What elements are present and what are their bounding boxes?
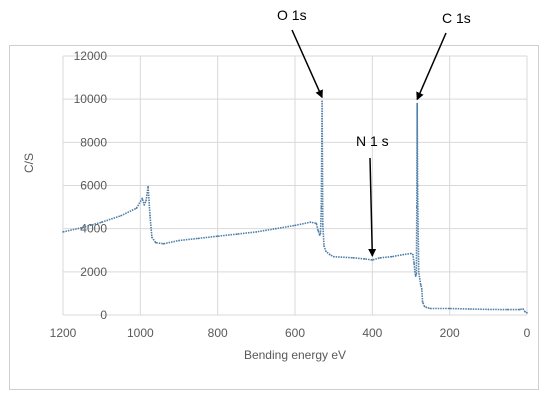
data-point bbox=[320, 206, 323, 208]
data-point bbox=[81, 226, 84, 229]
data-point bbox=[506, 308, 509, 311]
x-tick-label-5: 200 bbox=[440, 326, 460, 340]
y-axis-title: C/S bbox=[22, 153, 36, 173]
data-point bbox=[162, 243, 165, 245]
x-axis-title: Bending energy eV bbox=[244, 348, 346, 362]
x-tick-label-6: 0 bbox=[524, 326, 531, 340]
data-point bbox=[141, 197, 144, 200]
data-point bbox=[329, 253, 331, 256]
peak-annotations: O 1s N 1 s C 1s bbox=[277, 7, 471, 257]
x-tick-label-0: 1200 bbox=[50, 326, 77, 340]
x-tick-label-3: 600 bbox=[285, 326, 305, 340]
annotation-arrow-1 bbox=[368, 157, 377, 257]
annotation-label-2: C 1s bbox=[442, 10, 471, 26]
data-point bbox=[309, 221, 312, 223]
y-tick-label-6: 12000 bbox=[74, 49, 108, 63]
data-point bbox=[429, 307, 432, 310]
data-point bbox=[321, 100, 323, 103]
data-point bbox=[518, 308, 521, 311]
data-point bbox=[425, 306, 428, 309]
annotation-label-0: O 1s bbox=[277, 7, 307, 23]
data-point bbox=[416, 206, 418, 208]
data-point bbox=[143, 204, 145, 206]
data-point bbox=[468, 308, 470, 310]
data-point bbox=[62, 231, 64, 233]
data-point bbox=[421, 288, 423, 290]
data-point bbox=[414, 275, 417, 277]
data-point bbox=[522, 308, 524, 310]
data-point bbox=[332, 255, 335, 258]
data-point bbox=[318, 234, 321, 236]
data-point bbox=[415, 273, 418, 275]
data-point bbox=[410, 252, 412, 255]
data-point bbox=[323, 245, 325, 247]
data-point bbox=[352, 257, 354, 259]
y-tick-label-0: 0 bbox=[100, 308, 107, 322]
data-point bbox=[151, 236, 153, 239]
data-point bbox=[414, 271, 416, 273]
data-point bbox=[322, 223, 324, 226]
data-point bbox=[155, 241, 157, 244]
data-point bbox=[363, 258, 366, 260]
data-point bbox=[379, 257, 381, 259]
data-point bbox=[417, 271, 420, 273]
data-point bbox=[319, 232, 322, 234]
data-point bbox=[145, 199, 147, 202]
y-tick-label-4: 8000 bbox=[80, 135, 107, 149]
data-point bbox=[149, 214, 151, 217]
data-point bbox=[315, 222, 318, 225]
data-point bbox=[216, 235, 219, 237]
data-point bbox=[197, 237, 200, 240]
data-point bbox=[419, 284, 422, 286]
data-point bbox=[390, 255, 393, 258]
data-point bbox=[325, 250, 327, 253]
y-tick-label-1: 2000 bbox=[80, 265, 107, 279]
data-point bbox=[255, 231, 258, 233]
chart-frame bbox=[9, 45, 539, 390]
data-point bbox=[448, 307, 451, 310]
data-point bbox=[236, 233, 238, 235]
data-point bbox=[526, 312, 528, 314]
data-point bbox=[100, 221, 103, 223]
series-layer bbox=[62, 100, 528, 314]
annotation-arrow-2 bbox=[416, 32, 447, 101]
data-point bbox=[274, 227, 277, 230]
x-tick-label-4: 400 bbox=[362, 326, 382, 340]
data-point bbox=[135, 207, 138, 209]
y-axis-tick-labels: 0 2000 4000 6000 8000 10000 12000 bbox=[74, 49, 108, 322]
data-point bbox=[487, 308, 490, 311]
annotation-arrow-0 bbox=[291, 29, 323, 99]
data-point bbox=[423, 305, 426, 308]
data-point bbox=[178, 239, 180, 242]
data-point bbox=[371, 259, 374, 261]
data-point bbox=[413, 262, 415, 265]
x-axis-tick-labels: 1200 1000 800 600 400 200 0 bbox=[50, 326, 531, 340]
data-point bbox=[120, 214, 122, 217]
x-tick-label-1: 1000 bbox=[127, 326, 154, 340]
data-point bbox=[317, 230, 320, 232]
y-tick-label-2: 4000 bbox=[80, 222, 107, 236]
grid-lines bbox=[62, 55, 528, 316]
y-tick-label-3: 6000 bbox=[80, 179, 107, 193]
data-point bbox=[147, 185, 149, 188]
data-point bbox=[402, 253, 405, 256]
y-tick-label-5: 10000 bbox=[74, 92, 108, 106]
data-point bbox=[416, 184, 419, 187]
data-point bbox=[416, 102, 419, 105]
data-point bbox=[412, 253, 414, 256]
x-tick-label-2: 800 bbox=[208, 326, 228, 340]
annotation-label-1: N 1 s bbox=[356, 133, 389, 149]
data-point bbox=[421, 301, 424, 303]
data-point bbox=[294, 224, 296, 227]
data-point bbox=[524, 311, 526, 313]
